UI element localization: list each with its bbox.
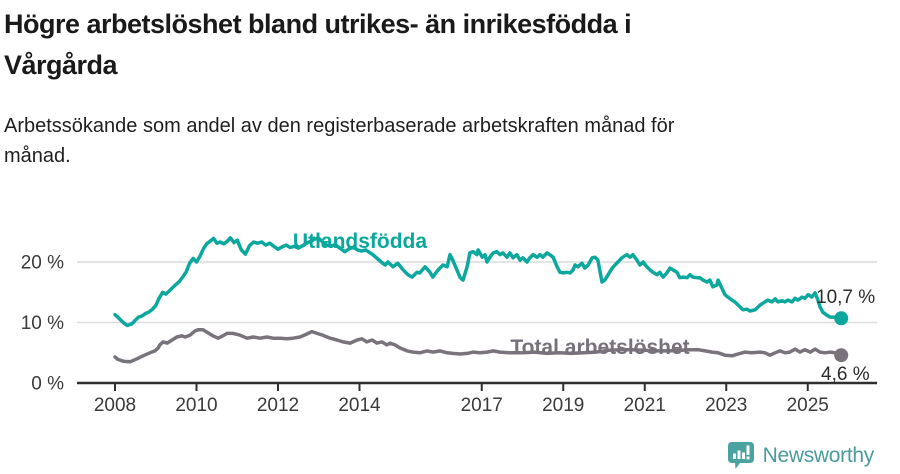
x-tick-label: 2008	[94, 395, 136, 416]
end-value-utlandsfodda: 10,7 %	[816, 287, 875, 308]
logo-text: Newsworthy	[762, 443, 875, 467]
series-end-dot	[834, 311, 849, 326]
gridlines	[77, 261, 877, 324]
x-tick-label: 2014	[338, 395, 381, 416]
series	[113, 236, 849, 328]
bar-chart-speech-bubble-icon	[727, 441, 755, 470]
chart-subtitle: Arbetssökande som andel av den registerb…	[4, 115, 675, 167]
x-tick-label: 2023	[705, 395, 747, 416]
series-labels: Utlandsfödda Total arbetslöshet 10,7 % 4…	[293, 230, 875, 385]
series-line	[113, 236, 843, 328]
x-tick-label: 2010	[175, 395, 217, 416]
y-tick-label: 20 %	[21, 253, 64, 274]
y-tick-label: 0 %	[31, 374, 64, 395]
x-axis: 2008 2010 2012 2014 2017 2019 2021 2023 2025	[77, 381, 877, 416]
chart-header: Högre arbetslöshet bland utrikes- än inr…	[4, 4, 864, 171]
series	[113, 328, 849, 364]
series-end-dot	[834, 348, 849, 363]
y-axis: 0 % 10 % 20 %	[21, 253, 64, 395]
newsworthy-logo: Newsworthy	[727, 441, 874, 470]
x-tick-label: 2012	[257, 395, 299, 416]
end-value-total: 4,6 %	[821, 364, 870, 385]
chart-title: Högre arbetslöshet bland utrikes- än inr…	[4, 9, 632, 80]
series-label-utlandsfodda: Utlandsfödda	[293, 230, 427, 253]
x-tick-label: 2021	[624, 395, 666, 416]
x-tick-label: 2019	[542, 395, 584, 416]
series-line	[113, 328, 843, 364]
x-tick-label: 2025	[787, 395, 829, 416]
series-label-total: Total arbetslöshet	[510, 336, 689, 359]
y-tick-label: 10 %	[21, 313, 64, 334]
x-tick-label: 2017	[461, 395, 503, 416]
